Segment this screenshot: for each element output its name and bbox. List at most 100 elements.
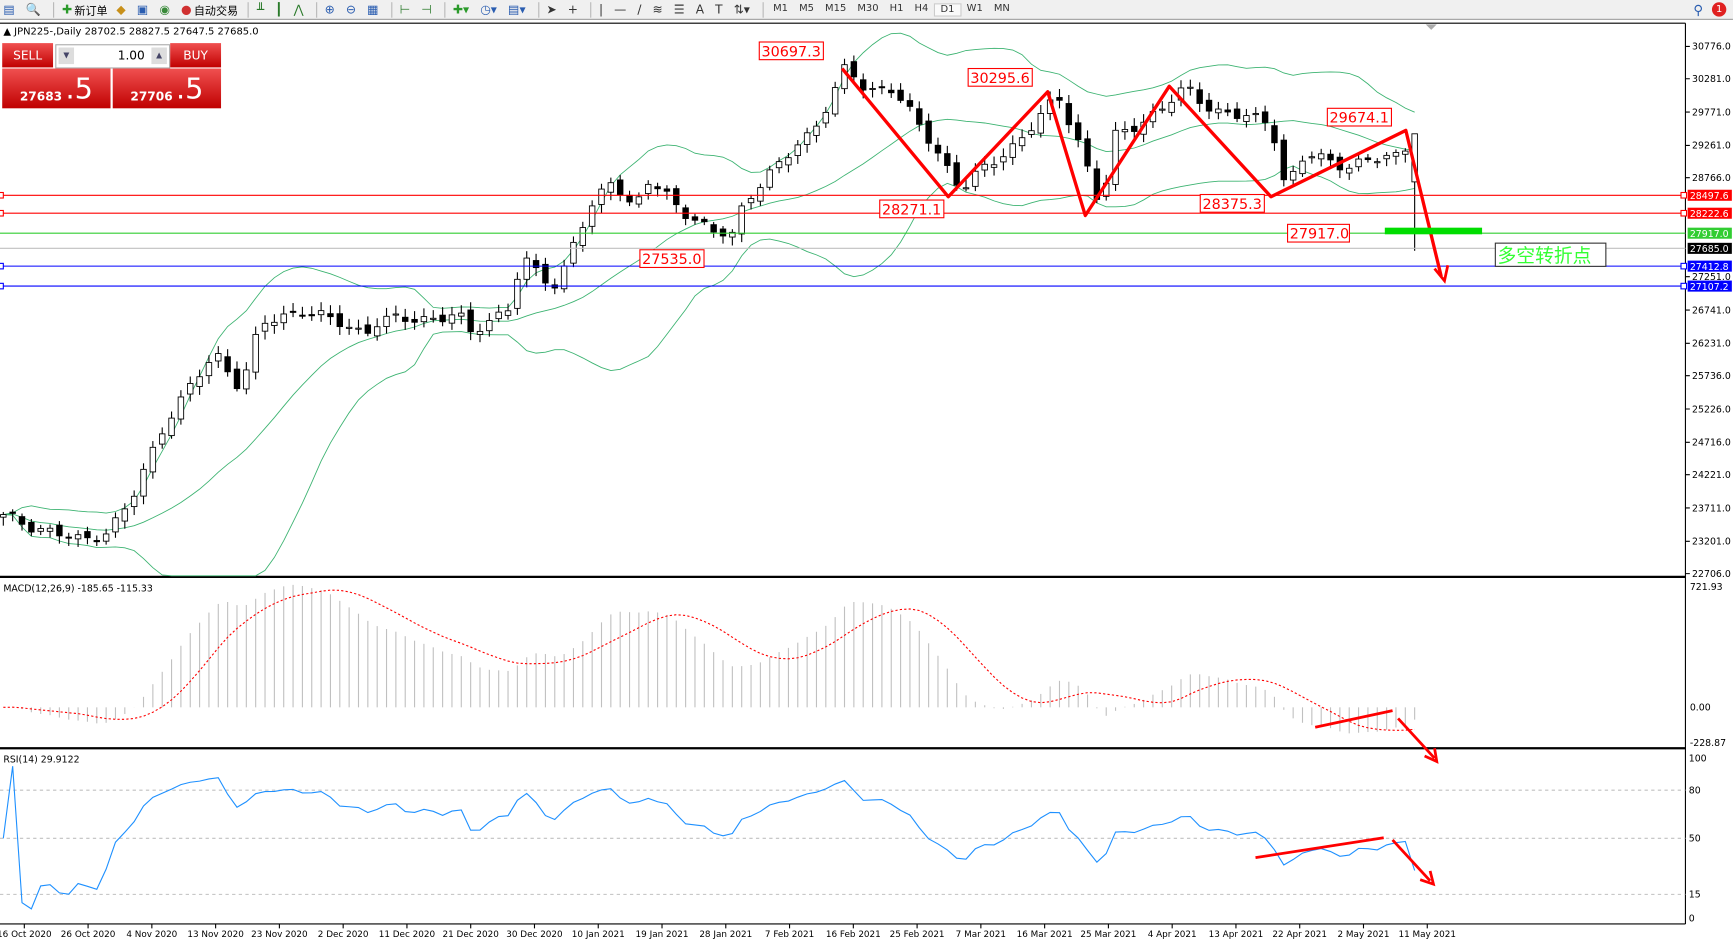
fibonacci-icon: ≋ [652, 2, 663, 17]
indicators-button[interactable]: ✚▾ [450, 1, 475, 18]
candle-body [888, 89, 895, 94]
sell-price-button[interactable]: 27683.5 [2, 68, 111, 109]
arrow-head-icon [1433, 264, 1450, 284]
candle [56, 521, 63, 544]
green-marker-bar [1384, 227, 1483, 235]
timeframe-mn[interactable]: MN [993, 2, 1010, 14]
crosshair-button[interactable]: + [564, 1, 583, 18]
candle-body [1280, 139, 1288, 181]
price-tag-text: 27685.0 [1690, 244, 1729, 255]
auto-trading-button[interactable]: ● 自动交易 [178, 1, 242, 18]
templates-button[interactable]: ▤▾ [505, 1, 531, 18]
candle-body [523, 257, 530, 280]
timeframe-m5[interactable]: M5 [799, 2, 814, 14]
candle [1233, 102, 1241, 123]
date-axis-label: 4 Nov 2020 [126, 930, 177, 940]
periods-button[interactable]: ◷▾ [477, 1, 503, 18]
lot-decrease-icon[interactable]: ▼ [58, 47, 75, 65]
candle [719, 226, 727, 244]
candle [289, 303, 297, 318]
fibo-fan-button[interactable]: ☰ [670, 1, 690, 18]
sell-button[interactable]: SELL [2, 43, 54, 68]
candle [757, 183, 764, 206]
candle-body [747, 198, 755, 204]
sell-price-pips: .5 [65, 72, 93, 107]
signals-button[interactable]: ◉ [156, 1, 175, 18]
buy-price-button[interactable]: 27706.5 [112, 68, 222, 109]
new-order-button[interactable]: ✚ 新订单 [59, 1, 111, 18]
metaeditor-icon: ◆ [116, 2, 126, 17]
candle-body [626, 194, 633, 203]
timeframe-d1[interactable]: D1 [933, 2, 962, 17]
new-chart-button[interactable]: ▤ [0, 1, 20, 18]
price-tag-text: 27917.0 [1690, 229, 1729, 240]
autoscroll-button[interactable]: ⊢ [396, 1, 415, 18]
timeframe-h4[interactable]: H4 [914, 2, 929, 14]
price-label: 27917.0 [1290, 227, 1349, 243]
candle-body [701, 218, 708, 223]
chart-shift-button[interactable]: ⊣ [418, 1, 437, 18]
candle [112, 512, 119, 538]
candle-body [280, 313, 287, 324]
lot-increase-icon[interactable]: ▲ [151, 47, 167, 65]
autoscroll-icon: ⊢ [399, 2, 411, 17]
navigator-button[interactable]: ▣ [134, 1, 154, 18]
trendline-button[interactable]: / [634, 1, 647, 18]
metaeditor-button[interactable]: ◆ [113, 1, 131, 18]
horizontal-line-button[interactable]: — [611, 1, 632, 18]
candle-body [37, 528, 44, 532]
candle-body [289, 310, 297, 313]
candle-body [243, 369, 250, 390]
candle-body [448, 314, 456, 324]
candle [187, 376, 194, 402]
price-axis-label: 23201.0 [1692, 537, 1731, 548]
candle-body [402, 316, 409, 322]
candle-body [822, 111, 830, 124]
candle [1271, 119, 1278, 151]
buy-button[interactable]: BUY [170, 43, 222, 68]
zoom-out-button[interactable]: ⊖ [343, 1, 362, 18]
timeframe-w1[interactable]: W1 [966, 2, 983, 14]
cursor-button[interactable]: ➤ [543, 1, 562, 18]
price-label-box [879, 199, 945, 219]
rsi-down-arrow [1391, 839, 1432, 882]
candle-body [1121, 129, 1129, 133]
fibonacci-button[interactable]: ≋ [649, 1, 668, 18]
timeframe-h1[interactable]: H1 [889, 2, 904, 14]
candle [579, 221, 587, 252]
lot-size-input[interactable]: 1.00 [117, 48, 145, 63]
candle [121, 503, 129, 529]
search-icon[interactable]: ⚲ [1693, 1, 1704, 18]
text-button[interactable]: A [692, 1, 709, 18]
line-chart-button[interactable]: ⋀ [290, 1, 309, 18]
candle [766, 165, 773, 191]
date-axis-label: 13 Apr 2021 [1209, 930, 1264, 940]
arrows-button[interactable]: ⇅▾ [730, 1, 755, 18]
candle [1018, 129, 1026, 152]
price-label-box [967, 67, 1033, 87]
chat-icon[interactable]: 1 [1711, 2, 1727, 17]
candle [1252, 107, 1259, 123]
tile-windows-button[interactable]: ▦ [364, 1, 384, 18]
toolbar-separator [762, 1, 764, 18]
vertical-line-button[interactable]: | [596, 1, 609, 18]
profiles-button[interactable]: 🔍 [23, 1, 47, 18]
timeframe-m30[interactable]: M30 [857, 2, 879, 14]
candle-body [1327, 153, 1334, 161]
candle [93, 535, 100, 547]
candle-body [673, 188, 680, 206]
timeframe-m15[interactable]: M15 [825, 2, 847, 14]
buy-price: 27706 [130, 89, 173, 104]
bar-chart-button[interactable]: ╨ [254, 1, 270, 18]
new-order-icon: ✚ [62, 2, 73, 17]
candle [897, 83, 904, 104]
auto-trading-icon: ● [181, 2, 192, 17]
timeframe-m1[interactable]: M1 [773, 2, 789, 14]
text-label-button[interactable]: T [712, 1, 728, 18]
candlestick-button[interactable]: ┃ [272, 1, 288, 18]
candle [1149, 103, 1157, 128]
collapse-triangle-icon[interactable]: ▲ [3, 26, 15, 38]
zoom-in-button[interactable]: ⊕ [321, 1, 340, 18]
candle [514, 272, 521, 315]
